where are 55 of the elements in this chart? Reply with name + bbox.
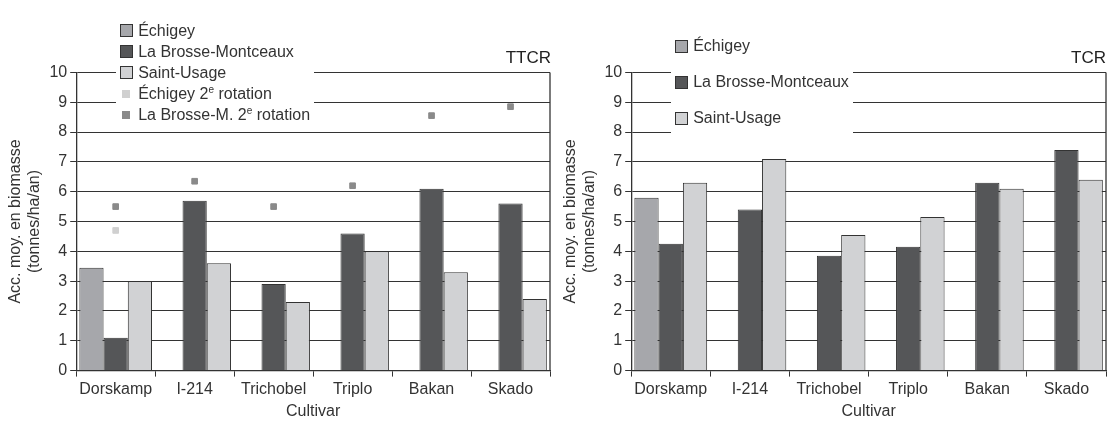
legend-label: Échigey: [138, 21, 196, 40]
point: [507, 103, 514, 111]
x-axis-title: Cultivar: [285, 401, 341, 419]
point: [428, 112, 435, 119]
y-tick-label: 9: [613, 92, 623, 110]
y-tick-label: 2: [613, 301, 623, 319]
x-tick-label: Bakan: [408, 379, 455, 397]
x-tick-label: Triplo: [888, 379, 928, 397]
y-tick-label: 7: [58, 152, 68, 170]
y-tick-label: 6: [58, 182, 68, 200]
point: [112, 227, 120, 234]
y-axis-title: Acc. moy. en biomasse (tonnes/ha/an): [6, 139, 43, 304]
y-tick-label: 0: [58, 361, 68, 379]
y-tick-label: 4: [613, 241, 623, 259]
x-tick-label: Trichobel: [796, 379, 862, 397]
y-tick-label: 10: [49, 62, 68, 80]
y-tick-label: 10: [604, 62, 623, 80]
point: [349, 182, 356, 190]
x-tick-label: I-214: [176, 379, 213, 397]
x-tick-label: Triplo: [332, 379, 373, 397]
x-tick-label: Skado: [487, 379, 534, 397]
y-tick-label: 9: [58, 92, 68, 110]
y-tick-label: 8: [613, 122, 623, 140]
y-tick-label: 5: [613, 211, 623, 229]
point: [112, 203, 120, 210]
y-tick-label: 5: [58, 211, 68, 229]
y-tick-label: 8: [58, 122, 68, 140]
x-tick-label: Dorskamp: [634, 379, 708, 397]
y-tick-label: 6: [613, 182, 623, 200]
legend-label: Saint-Usage: [693, 109, 782, 128]
chart-title: TCR: [1071, 47, 1106, 67]
y-tick-label: 3: [613, 271, 623, 289]
y-tick-label: 7: [613, 152, 623, 170]
legend-label: La Brosse-Montceaux: [138, 42, 294, 61]
y-tick-label: 0: [613, 361, 623, 379]
y-tick-label: 3: [58, 271, 68, 289]
y-tick-label: 1: [58, 331, 68, 349]
x-tick-label: I-214: [731, 379, 769, 397]
legend-label: La Brosse-M. 2$^{e}$ rotation: [138, 105, 311, 125]
y-tick-label: 4: [58, 241, 68, 259]
chart-title: TTCR: [505, 47, 551, 67]
x-tick-label: Dorskamp: [79, 379, 153, 397]
y-axis-title: Acc. moy. en biomasse (tonnes/ha/an): [561, 139, 598, 304]
x-tick-label: Trichobel: [241, 379, 307, 397]
legend-label: Échigey: [693, 37, 751, 56]
y-tick-label: 1: [613, 331, 623, 349]
y-tick-label: 2: [58, 301, 68, 319]
x-tick-label: Skado: [1043, 379, 1090, 397]
x-axis-title: Cultivar: [841, 401, 897, 419]
point: [191, 177, 198, 185]
legend-label: Saint-Usage: [138, 63, 227, 82]
legend-label: La Brosse-Montceaux: [693, 73, 849, 92]
legend-label: Échigey 2$^{e}$ rotation: [138, 84, 272, 104]
point: [270, 203, 277, 210]
x-tick-label: Bakan: [964, 379, 1010, 397]
